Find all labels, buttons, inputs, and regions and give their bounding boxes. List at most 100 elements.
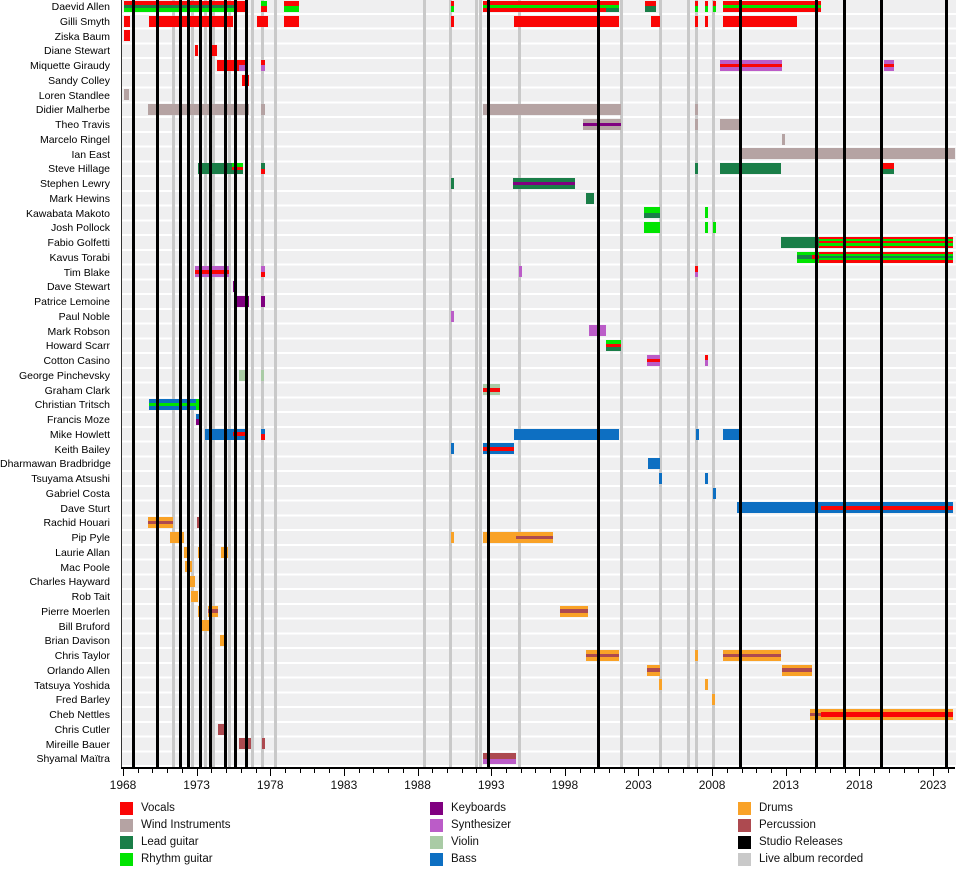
instrument-stripe-lead_guitar	[780, 236, 820, 248]
instrument-stripe-drums	[207, 605, 219, 610]
instrument-stripe-rhythm_guitar	[605, 4, 619, 9]
instrument-stripe-rhythm_guitar	[713, 6, 717, 12]
axis-tick	[432, 769, 434, 773]
instrument-stripe-vocals	[216, 59, 239, 71]
tenure-bar	[238, 369, 248, 381]
instrument-stripe-drums	[169, 531, 185, 543]
axis-tick	[844, 769, 846, 773]
member-label: Diane Stewart	[44, 45, 110, 58]
member-label: Gilli Smyth	[59, 15, 110, 28]
live-album-line	[171, 0, 175, 767]
instrument-stripe-drums	[515, 539, 553, 543]
axis-tick	[196, 769, 198, 776]
axis-tick	[771, 769, 772, 773]
member-label: Mark Robson	[47, 325, 110, 338]
axis-tick	[947, 769, 949, 773]
instrument-stripe-wind	[147, 104, 250, 116]
tenure-bar	[514, 428, 619, 440]
instrument-stripe-vocals	[260, 168, 266, 175]
instrument-stripe-drums	[782, 664, 812, 669]
member-label: Marcelo Ringel	[39, 133, 110, 146]
instrument-stripe-violin	[260, 369, 264, 381]
legend-label-bass: Bass	[451, 853, 477, 865]
axis-year-label: 2018	[846, 778, 873, 792]
tenure-bar	[450, 177, 454, 189]
member-label: Dave Stewart	[46, 281, 110, 294]
live-album-line	[695, 0, 699, 767]
legend-swatch-keyboards	[430, 802, 443, 815]
axis-tick	[343, 769, 345, 776]
instrument-stripe-wind	[124, 89, 130, 101]
tenure-bar	[219, 635, 226, 647]
studio-release-line	[596, 0, 600, 767]
instrument-stripe-vocals	[208, 45, 217, 57]
legend-label-vocals: Vocals	[141, 802, 175, 814]
tenure-bar	[695, 163, 699, 175]
instrument-stripe-vocals	[283, 15, 299, 27]
instrument-stripe-rhythm_guitar	[704, 207, 708, 219]
tenure-bar	[450, 443, 454, 455]
member-label: Pierre Moerlen	[41, 605, 110, 618]
legend-swatch-rhythm_guitar	[120, 853, 133, 866]
axis-tick	[152, 769, 154, 773]
instrument-stripe-vocals	[723, 15, 798, 27]
instrument-stripe-percussion	[586, 653, 619, 658]
instrument-stripe-wind	[720, 118, 742, 130]
tenure-bar	[515, 531, 553, 543]
live-album-line	[658, 0, 662, 767]
tenure-bar	[514, 15, 619, 27]
studio-release-line	[224, 0, 228, 767]
tenure-bar	[695, 118, 699, 130]
instrument-stripe-bass	[149, 406, 197, 411]
axis-tick	[933, 769, 934, 776]
axis-tick	[918, 769, 920, 773]
member-label: Christian Tritsch	[34, 399, 110, 412]
instrument-stripe-drums	[586, 649, 619, 654]
member-label: Paul Noble	[58, 310, 110, 323]
instrument-stripe-synthesizer	[720, 59, 783, 64]
studio-release-line	[234, 0, 238, 767]
studio-release-line	[842, 0, 846, 767]
member-label: Stephen Lewry	[39, 178, 110, 190]
instrument-stripe-drums	[712, 694, 716, 706]
axis-tick	[874, 769, 876, 773]
tenure-bar	[658, 679, 662, 691]
instrument-stripe-lead_guitar	[605, 8, 619, 12]
instrument-stripe-bass	[260, 428, 266, 435]
instrument-stripe-vocals	[483, 447, 515, 451]
tenure-bar	[194, 45, 199, 57]
instrument-stripe-percussion	[646, 668, 661, 672]
instrument-stripe-percussion	[483, 753, 516, 759]
legend: Vocals Wind Instruments Lead guitar Rhythm …	[0, 802, 960, 875]
instrument-stripe-bass	[232, 428, 249, 433]
instrument-stripe-bass	[704, 472, 708, 484]
instrument-stripe-vocals	[645, 0, 656, 7]
instrument-stripe-rhythm_guitar	[723, 4, 821, 9]
axis-year-label: 1978	[256, 778, 284, 792]
instrument-stripe-bass	[648, 458, 661, 470]
member-label: Mireille Bauer	[45, 738, 110, 751]
instrument-stripe-bass	[232, 435, 249, 440]
tenure-bar	[819, 236, 954, 248]
instrument-stripe-rhythm_guitar	[643, 207, 661, 213]
axis-year-label: 1998	[551, 778, 579, 792]
legend-label-rhythm_guitar: Rhythm guitar	[141, 853, 213, 865]
live-album-line	[422, 0, 426, 767]
instrument-stripe-bass	[483, 450, 515, 455]
instrument-stripe-violin	[238, 369, 248, 381]
tenure-bar	[605, 0, 619, 12]
live-album-line	[448, 0, 452, 767]
instrument-stripe-vocals	[819, 236, 954, 240]
member-label: Cheb Nettles	[49, 709, 110, 721]
member-label: Tsuyama Atsushi	[31, 473, 110, 485]
instrument-stripe-synthesizer	[195, 266, 230, 271]
instrument-stripe-violin	[483, 384, 500, 389]
instrument-stripe-drums	[199, 620, 210, 632]
instrument-stripe-drums	[147, 524, 173, 529]
tenure-bar	[559, 605, 588, 617]
instrument-stripe-lead_guitar	[720, 163, 781, 175]
tenure-bar	[260, 295, 265, 307]
instrument-stripe-drums	[450, 531, 454, 543]
legend-swatch-percussion	[738, 819, 751, 832]
instrument-stripe-bass	[514, 428, 619, 440]
